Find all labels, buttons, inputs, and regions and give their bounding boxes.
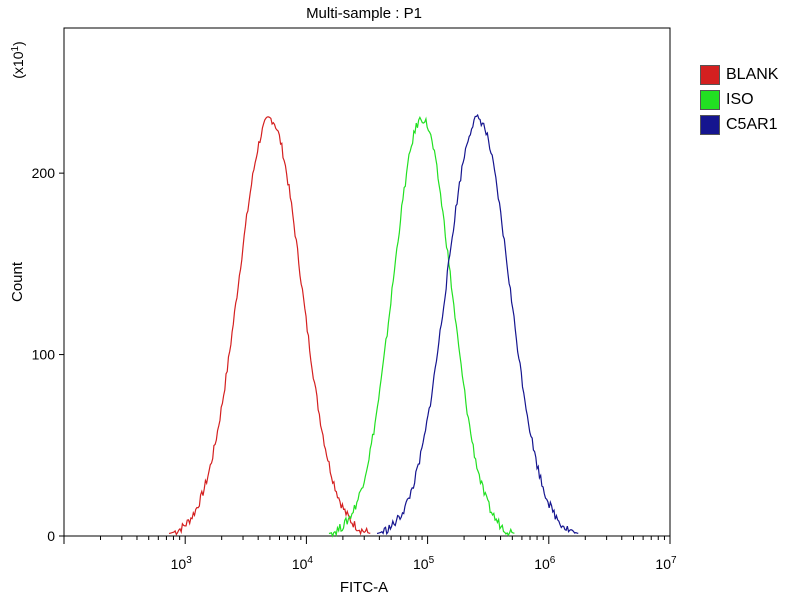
y-multiplier-label: (x101)	[10, 41, 26, 78]
legend-label-blank: BLANK	[726, 65, 779, 83]
series-line-c5ar1	[376, 113, 579, 536]
legend-label-c5ar1: C5AR1	[726, 115, 778, 133]
y-tick-label: 200	[32, 165, 56, 181]
legend-swatch-iso	[700, 89, 720, 110]
legend-label-iso: ISO	[726, 90, 754, 108]
x-tick-label: 106	[534, 555, 556, 572]
chart-title: Multi-sample : P1	[306, 5, 422, 22]
legend-swatch-c5ar1	[700, 114, 720, 135]
legend-swatch-blank	[700, 64, 720, 85]
legend: BLANK ISO C5AR1	[700, 62, 778, 137]
y-axis-label: Count	[9, 261, 26, 302]
y-tick-label: 0	[47, 528, 55, 544]
x-tick-label: 107	[655, 555, 677, 572]
x-axis-label: FITC-A	[340, 579, 388, 596]
legend-item-c5ar1: C5AR1	[700, 112, 778, 137]
y-tick-label: 100	[32, 347, 56, 363]
x-tick-label: 103	[171, 555, 193, 572]
x-tick-label: 104	[292, 555, 314, 572]
series-line-blank	[168, 116, 371, 536]
legend-item-iso: ISO	[700, 87, 778, 112]
x-tick-label: 105	[413, 555, 435, 572]
plot-frame	[63, 27, 671, 537]
legend-item-blank: BLANK	[700, 62, 778, 87]
series-line-iso	[328, 116, 515, 538]
